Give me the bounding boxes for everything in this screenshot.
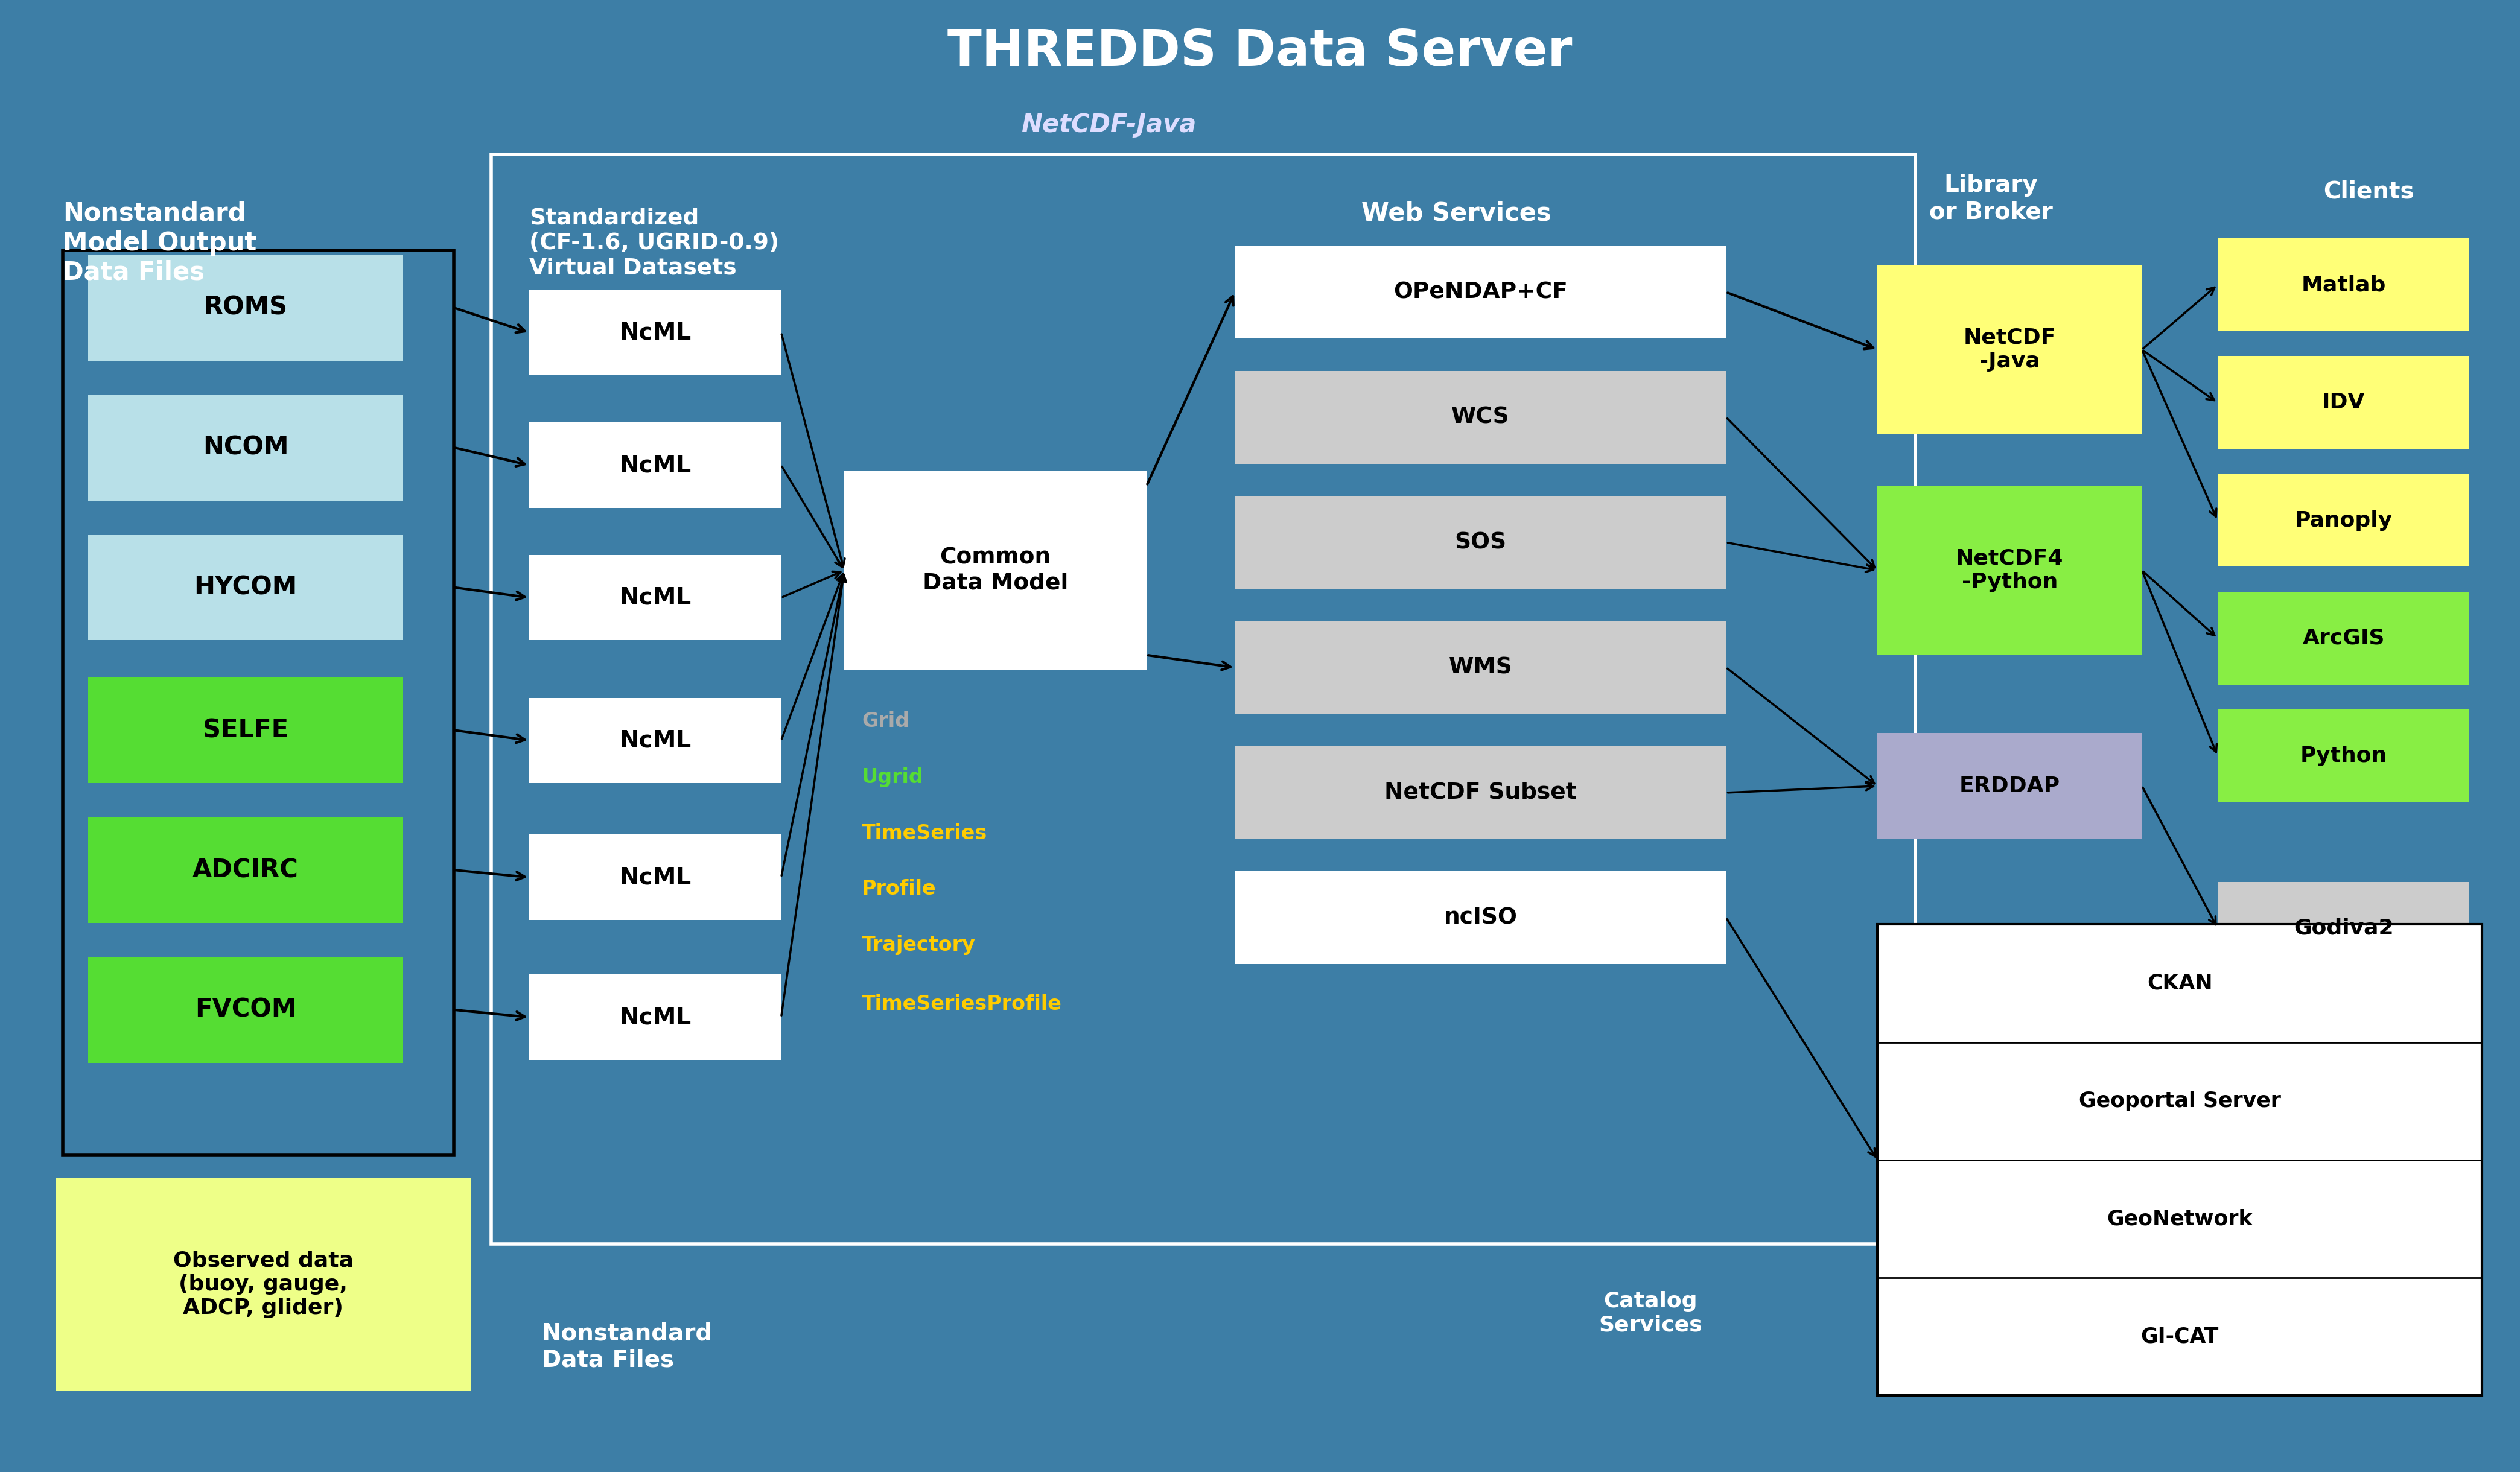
Text: FVCOM: FVCOM xyxy=(194,997,297,1023)
Bar xyxy=(529,290,781,375)
Bar xyxy=(2218,592,2470,684)
Text: ERDDAP: ERDDAP xyxy=(1958,776,2061,796)
Text: ROMS: ROMS xyxy=(204,294,287,321)
Bar xyxy=(1235,371,1726,464)
Text: Trajectory: Trajectory xyxy=(862,935,975,955)
Bar xyxy=(88,394,403,500)
Text: NcML: NcML xyxy=(620,453,690,477)
Text: Nonstandard
Model Output
Data Files: Nonstandard Model Output Data Files xyxy=(63,200,257,286)
Text: NcML: NcML xyxy=(620,729,690,752)
Text: ADCIRC: ADCIRC xyxy=(192,857,300,883)
Text: Python: Python xyxy=(2301,746,2386,765)
Bar xyxy=(1877,924,2482,1395)
Text: Common
Data Model: Common Data Model xyxy=(922,548,1068,593)
Text: IDV: IDV xyxy=(2321,393,2366,412)
Text: Web Services: Web Services xyxy=(1361,200,1552,227)
Bar xyxy=(1235,246,1726,339)
Bar xyxy=(88,534,403,640)
Bar xyxy=(1235,871,1726,964)
Bar xyxy=(844,471,1147,670)
Text: Observed data
(buoy, gauge,
ADCP, glider): Observed data (buoy, gauge, ADCP, glider… xyxy=(174,1250,353,1319)
Bar xyxy=(2218,710,2470,802)
Text: SELFE: SELFE xyxy=(202,717,290,743)
Bar xyxy=(2218,474,2470,567)
Bar xyxy=(1235,746,1726,839)
Text: Godiva2: Godiva2 xyxy=(2293,919,2394,938)
Bar xyxy=(1877,733,2142,839)
Bar xyxy=(491,155,1915,1244)
Bar xyxy=(63,250,454,1156)
Text: SOS: SOS xyxy=(1454,531,1507,553)
Text: Geoportal Server: Geoportal Server xyxy=(2079,1091,2281,1111)
Text: NetCDF
-Java: NetCDF -Java xyxy=(1963,327,2056,372)
Text: TimeSeries: TimeSeries xyxy=(862,823,988,843)
Text: Standardized
(CF-1.6, UGRID-0.9)
Virtual Datasets: Standardized (CF-1.6, UGRID-0.9) Virtual… xyxy=(529,208,779,278)
Bar xyxy=(88,677,403,783)
Text: NetCDF-Java: NetCDF-Java xyxy=(1021,112,1197,138)
Text: Ugrid: Ugrid xyxy=(862,767,925,788)
Bar xyxy=(2218,356,2470,449)
Text: OPeNDAP+CF: OPeNDAP+CF xyxy=(1394,281,1567,303)
Text: Clients: Clients xyxy=(2323,180,2414,203)
Text: Profile: Profile xyxy=(862,879,937,899)
Text: CKAN: CKAN xyxy=(2147,973,2213,994)
Bar xyxy=(1235,621,1726,714)
Bar xyxy=(529,698,781,783)
Text: THREDDS Data Server: THREDDS Data Server xyxy=(948,26,1572,77)
Text: NcML: NcML xyxy=(620,321,690,344)
Bar xyxy=(88,255,403,361)
Bar xyxy=(88,957,403,1063)
Text: Catalog
Services: Catalog Services xyxy=(1598,1291,1704,1335)
Bar xyxy=(529,555,781,640)
Bar xyxy=(55,1178,471,1391)
Text: NcML: NcML xyxy=(620,1005,690,1029)
Text: WMS: WMS xyxy=(1449,657,1512,679)
Bar xyxy=(1235,496,1726,589)
Text: GeoNetwork: GeoNetwork xyxy=(2107,1209,2253,1229)
Text: NetCDF4
-Python: NetCDF4 -Python xyxy=(1956,548,2064,593)
Text: Grid: Grid xyxy=(862,711,910,732)
Bar xyxy=(529,974,781,1060)
Bar xyxy=(529,835,781,920)
Text: NcML: NcML xyxy=(620,866,690,889)
Text: Nonstandard
Data Files: Nonstandard Data Files xyxy=(542,1322,713,1372)
Text: ncISO: ncISO xyxy=(1444,907,1517,929)
Text: HYCOM: HYCOM xyxy=(194,574,297,601)
Bar xyxy=(1877,486,2142,655)
Text: TimeSeriesProfile: TimeSeriesProfile xyxy=(862,994,1061,1014)
Text: Library
or Broker: Library or Broker xyxy=(1928,174,2054,224)
Text: Matlab: Matlab xyxy=(2301,275,2386,294)
Text: ArcGIS: ArcGIS xyxy=(2303,629,2384,648)
Bar xyxy=(529,422,781,508)
Text: WCS: WCS xyxy=(1452,406,1509,428)
Bar xyxy=(2218,238,2470,331)
Text: GI-CAT: GI-CAT xyxy=(2142,1326,2218,1347)
Bar xyxy=(1877,265,2142,434)
Bar xyxy=(2218,882,2470,974)
Text: NCOM: NCOM xyxy=(202,434,290,461)
Text: Panoply: Panoply xyxy=(2296,511,2391,530)
Text: NcML: NcML xyxy=(620,586,690,609)
Text: NetCDF Subset: NetCDF Subset xyxy=(1383,782,1578,804)
Bar xyxy=(88,817,403,923)
